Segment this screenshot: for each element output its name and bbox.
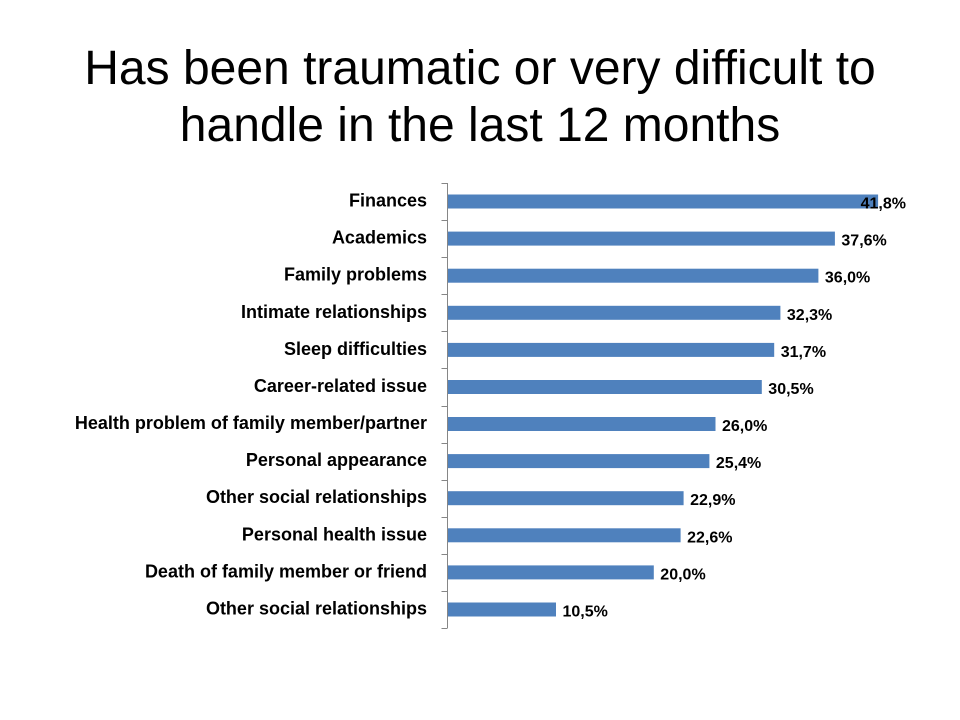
category-label: Personal appearance	[246, 450, 427, 470]
data-label: 32,3%	[787, 307, 832, 324]
data-label: 22,6%	[687, 529, 732, 546]
bar	[448, 417, 716, 431]
bar	[448, 231, 835, 246]
category-label: Intimate relationships	[241, 302, 427, 322]
data-label: 22,9%	[690, 492, 735, 509]
category-label: Personal health issue	[242, 524, 427, 544]
category-label: Death of family member or friend	[145, 561, 427, 581]
bar	[448, 565, 654, 580]
bar	[448, 454, 710, 469]
category-label: Other social relationships	[206, 487, 427, 507]
data-label: 10,5%	[563, 604, 608, 621]
bar	[448, 491, 684, 506]
bar	[448, 342, 775, 357]
bar	[448, 268, 819, 283]
bar	[448, 380, 762, 394]
bar	[448, 194, 879, 209]
category-label: Other social relationships	[206, 599, 427, 619]
data-label: 26,0%	[722, 418, 767, 435]
category-label: Career-related issue	[254, 376, 427, 396]
bar	[448, 305, 781, 320]
data-label: 31,7%	[781, 344, 826, 361]
category-label: Health problem of family member/partner	[75, 413, 427, 433]
bar	[448, 528, 681, 543]
category-label: Family problems	[284, 265, 427, 285]
data-label: 41,8%	[861, 196, 906, 213]
data-label: 30,5%	[768, 381, 813, 398]
slide-title: Has been traumatic or very difficult to …	[84, 42, 876, 152]
data-label: 25,4%	[716, 455, 761, 472]
category-label: Academics	[332, 228, 427, 248]
data-label: 37,6%	[841, 233, 886, 250]
bar	[448, 602, 556, 617]
data-label: 20,0%	[660, 566, 705, 583]
data-label: 36,0%	[825, 270, 870, 287]
category-label: Sleep difficulties	[284, 339, 427, 359]
category-label: Finances	[349, 191, 427, 211]
